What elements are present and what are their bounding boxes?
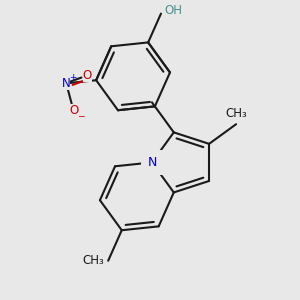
Text: N: N (61, 77, 70, 90)
Text: O: O (69, 104, 78, 117)
Text: CH₃: CH₃ (82, 254, 104, 267)
Text: O: O (83, 69, 92, 82)
Text: −: − (77, 111, 84, 120)
Text: OH: OH (164, 4, 182, 17)
Text: N: N (147, 156, 157, 169)
Text: +: + (69, 73, 76, 82)
Text: CH₃: CH₃ (225, 107, 247, 120)
